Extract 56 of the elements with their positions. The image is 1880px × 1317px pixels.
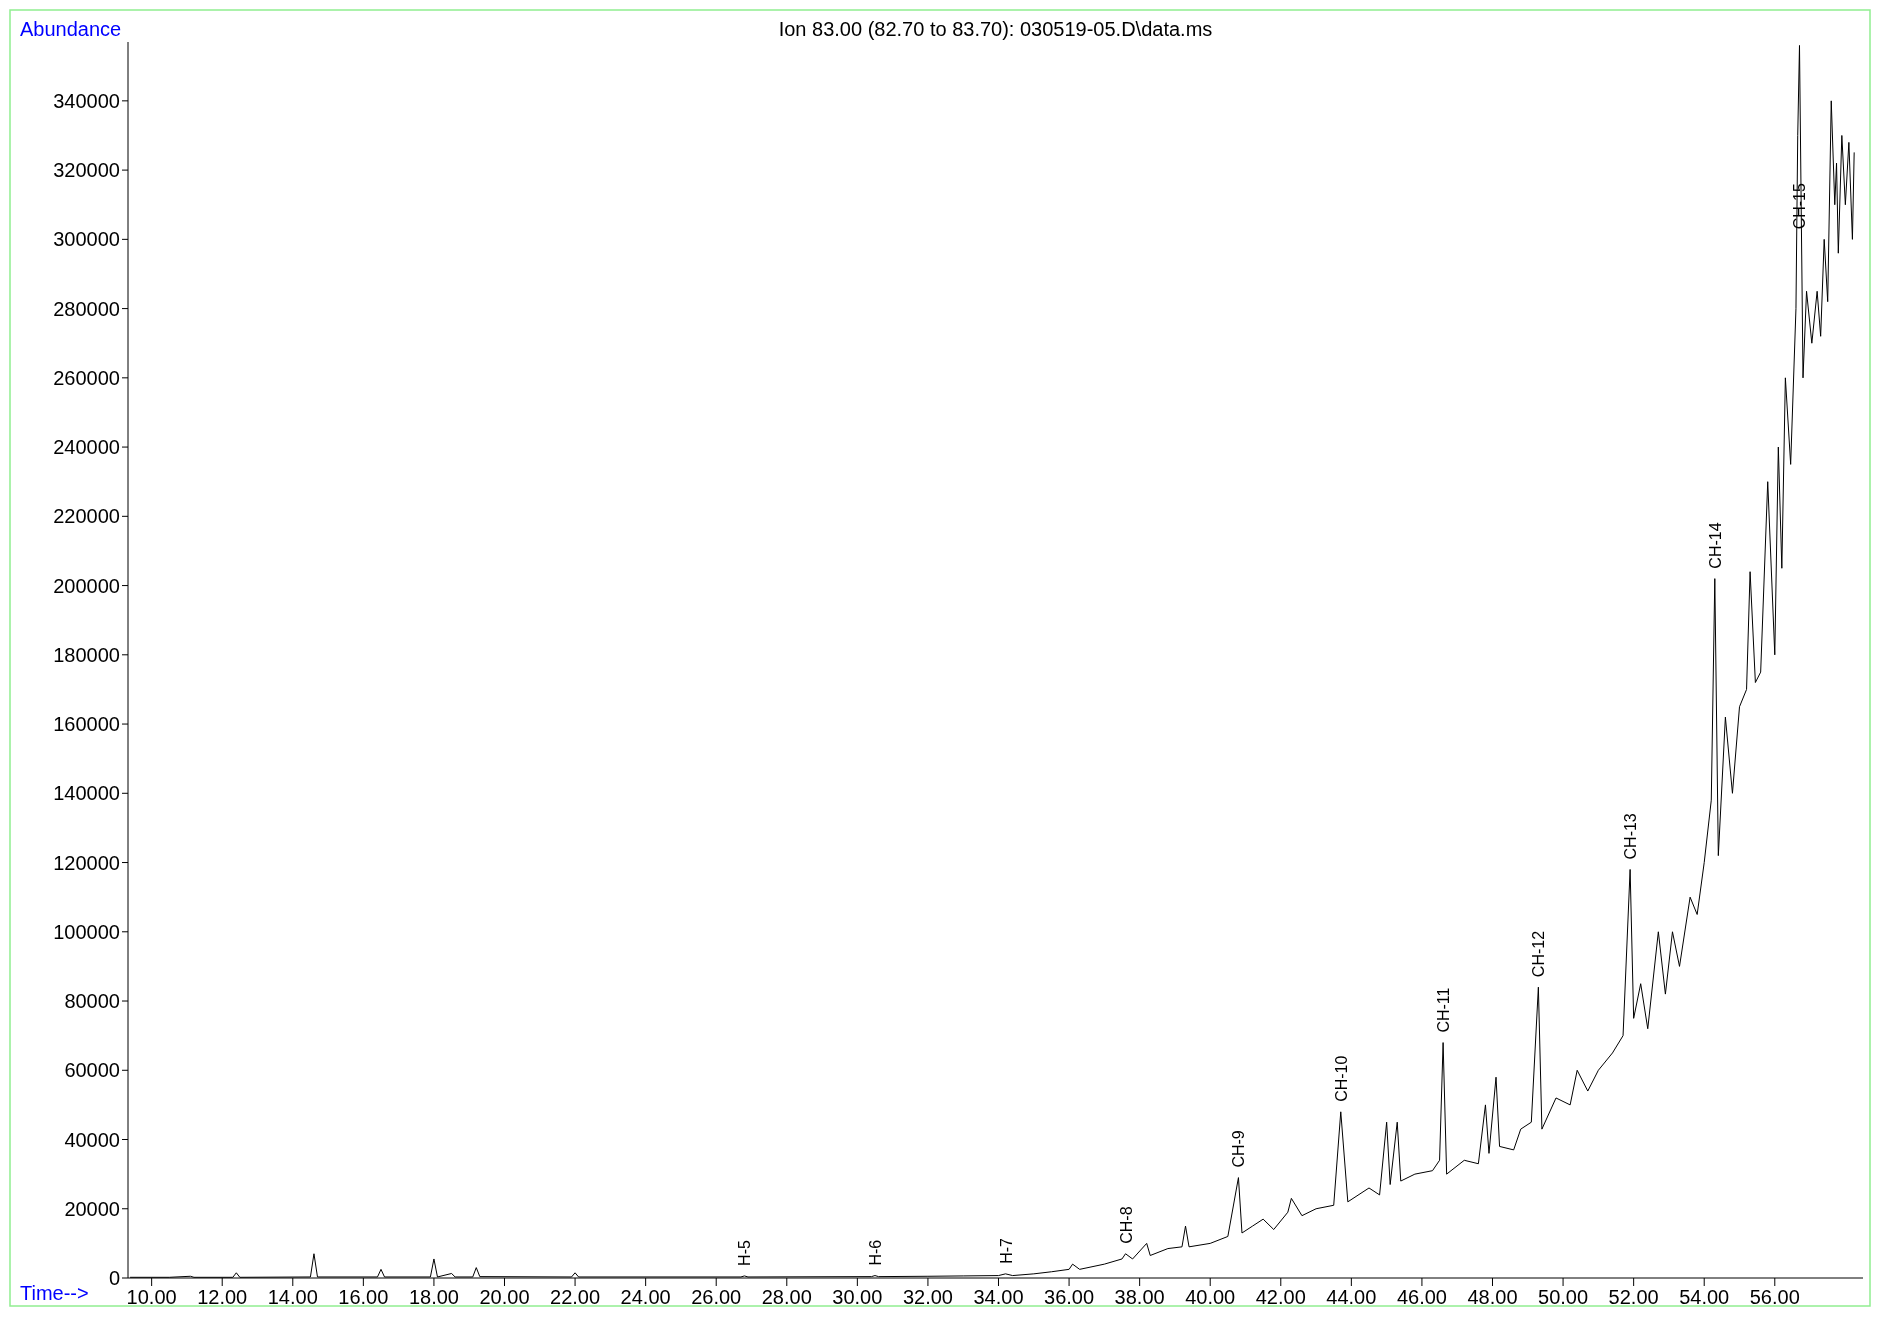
y-tick-label: 60000 xyxy=(64,1059,120,1082)
chart-title: Ion 83.00 (82.70 to 83.70): 030519-05.D\data.ms xyxy=(778,18,1213,40)
annotation: CH-9 xyxy=(1230,1130,1248,1168)
annotation: H-5 xyxy=(736,1240,754,1266)
x-tick-label: 40.00 xyxy=(1185,1286,1236,1308)
x-tick-label: 12.00 xyxy=(197,1286,248,1308)
x-tick-label: 34.00 xyxy=(973,1286,1024,1308)
x-tick-label: 32.00 xyxy=(902,1286,953,1308)
annotation: CH-11 xyxy=(1435,987,1453,1033)
y-tick-label: 140000 xyxy=(53,782,120,805)
y-tick-label: 40000 xyxy=(64,1128,120,1151)
x-tick-label: 16.00 xyxy=(338,1286,389,1308)
y-tick-label: 220000 xyxy=(53,505,120,528)
x-tick-label: 36.00 xyxy=(1044,1286,1095,1308)
x-tick-label: 54.00 xyxy=(1679,1286,1730,1308)
y-tick-label: 160000 xyxy=(53,713,120,736)
x-tick-label: 48.00 xyxy=(1467,1286,1518,1308)
annotation: CH-13 xyxy=(1622,813,1640,860)
y-tick-label: 320000 xyxy=(53,159,120,182)
x-tick-label: 44.00 xyxy=(1326,1286,1377,1308)
x-tick-label: 38.00 xyxy=(1114,1286,1165,1308)
y-tick-label: 260000 xyxy=(53,366,120,389)
y-tick-label: 300000 xyxy=(53,228,120,251)
y-tick-label: 80000 xyxy=(64,990,120,1013)
x-tick-label: 50.00 xyxy=(1538,1286,1589,1308)
y-tick-label: 100000 xyxy=(53,920,120,943)
y-tick-label: 280000 xyxy=(53,297,120,320)
annotation: H-6 xyxy=(867,1239,884,1266)
x-tick-label: 42.00 xyxy=(1255,1286,1306,1308)
x-tick-label: 24.00 xyxy=(620,1286,671,1308)
x-axis-title: Time--> xyxy=(20,1282,89,1304)
x-tick-label: 26.00 xyxy=(691,1286,742,1308)
x-tick-label: 28.00 xyxy=(761,1286,812,1308)
x-tick-label: 46.00 xyxy=(1396,1286,1447,1308)
y-tick-label: 20000 xyxy=(64,1197,120,1220)
y-axis-title: Abundance xyxy=(20,18,122,40)
y-tick-label: 120000 xyxy=(53,851,120,874)
x-tick-label: 52.00 xyxy=(1608,1286,1659,1308)
annotation: CH-15 xyxy=(1791,183,1809,230)
x-tick-label: 22.00 xyxy=(550,1286,601,1308)
y-tick-label: 180000 xyxy=(53,643,120,666)
x-tick-label: 10.00 xyxy=(126,1286,177,1308)
x-tick-label: 20.00 xyxy=(479,1286,530,1308)
y-tick-label: 0 xyxy=(108,1267,120,1289)
annotation: H-7 xyxy=(997,1237,1015,1264)
annotation: CH-8 xyxy=(1117,1206,1135,1244)
x-tick-label: 30.00 xyxy=(832,1286,883,1308)
x-tick-label: 56.00 xyxy=(1749,1286,1800,1308)
x-tick-label: 14.00 xyxy=(267,1286,318,1308)
y-tick-label: 340000 xyxy=(53,89,120,112)
y-tick-label: 240000 xyxy=(53,436,120,459)
x-tick-label: 18.00 xyxy=(408,1286,459,1308)
annotation: CH-14 xyxy=(1706,522,1724,569)
annotation: CH-12 xyxy=(1530,930,1548,978)
y-tick-label: 200000 xyxy=(53,574,120,597)
annotation: CH-10 xyxy=(1332,1055,1350,1102)
